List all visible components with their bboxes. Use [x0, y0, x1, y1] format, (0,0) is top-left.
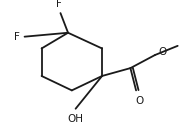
Text: O: O [136, 96, 144, 106]
Text: F: F [14, 32, 20, 42]
Text: OH: OH [68, 114, 84, 124]
Text: F: F [56, 0, 62, 9]
Text: O: O [159, 47, 167, 57]
